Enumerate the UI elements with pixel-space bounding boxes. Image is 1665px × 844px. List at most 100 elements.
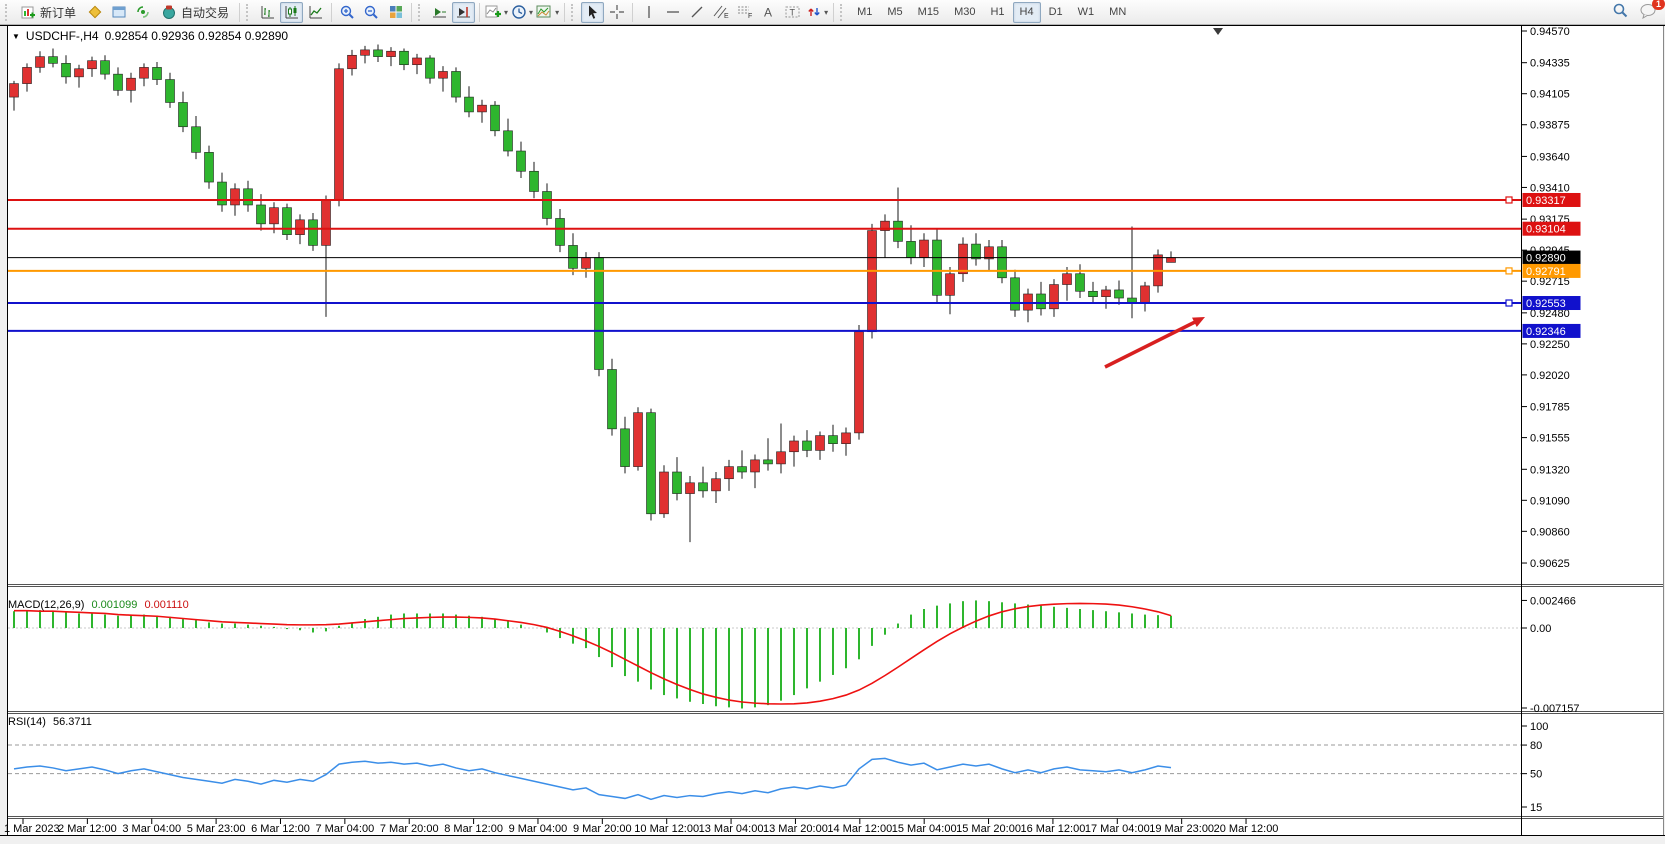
svg-text:E: E	[724, 13, 729, 20]
bar-chart-icon	[261, 6, 274, 19]
svg-text:13 Mar 20:00: 13 Mar 20:00	[763, 823, 828, 835]
chart-menu-icon[interactable]: ▼	[12, 31, 20, 41]
svg-text:100: 100	[1530, 721, 1548, 733]
toolbar-grip	[840, 3, 846, 21]
svg-text:F: F	[748, 13, 752, 20]
svg-text:0.92553: 0.92553	[1526, 298, 1566, 310]
arrows-tool-button[interactable]: ▾	[805, 2, 829, 23]
svg-text:0.92715: 0.92715	[1530, 276, 1570, 288]
rsi-name: RSI(14)	[8, 716, 46, 728]
timeframe-mn-button[interactable]: MN	[1109, 6, 1127, 18]
timeframe-d1-button[interactable]: D1	[1048, 6, 1063, 18]
toolbar-grip	[571, 3, 577, 21]
chart-symbol-period: USDCHF-,H4	[25, 29, 99, 43]
horizontal-line-button[interactable]	[661, 2, 684, 23]
new-order-button[interactable]: 新订单	[15, 2, 82, 23]
timeframe-w1-button[interactable]: W1	[1077, 6, 1095, 18]
price-chart-canvas[interactable]: 0.94570 0.94335 0.94105 0.93875 0.93640 0.934…	[0, 25, 1665, 844]
chart-shift-icon	[457, 7, 471, 18]
metaeditor-button[interactable]	[83, 2, 106, 23]
svg-text:8 Mar 12:00: 8 Mar 12:00	[444, 823, 503, 835]
metaeditor-diamond-icon	[88, 5, 101, 19]
toolbar-separator	[632, 2, 634, 22]
timeframe-m5-button[interactable]: M5	[887, 6, 903, 18]
chart-window[interactable]: 0.94570 0.94335 0.94105 0.93875 0.93640 0.934…	[0, 25, 1665, 844]
svg-text:0.93410: 0.93410	[1530, 182, 1570, 194]
rsi-value: 56.3711	[52, 716, 92, 728]
timeframe-m15-button[interactable]: M15	[917, 6, 940, 18]
vertical-line-button[interactable]	[637, 2, 660, 23]
terminal-button[interactable]	[107, 2, 130, 23]
line-chart-button[interactable]	[304, 2, 327, 23]
svg-text:0.002466: 0.002466	[1530, 595, 1576, 607]
svg-text:9 Mar 04:00: 9 Mar 04:00	[509, 823, 568, 835]
svg-text:14 Mar 12:00: 14 Mar 12:00	[827, 823, 892, 835]
macd-histogram-value: 0.001099	[91, 599, 138, 611]
timeframe-h1-button[interactable]: H1	[990, 6, 1005, 18]
svg-text:0.94105: 0.94105	[1530, 89, 1570, 101]
new-order-icon	[21, 6, 35, 18]
svg-text:0.91555: 0.91555	[1530, 433, 1570, 445]
svg-text:0.91785: 0.91785	[1530, 402, 1570, 414]
svg-text:0.93640: 0.93640	[1530, 151, 1570, 163]
svg-text:0.90625: 0.90625	[1530, 558, 1570, 570]
zoom-in-icon	[340, 5, 354, 19]
svg-text:2 Mar 12:00: 2 Mar 12:00	[58, 823, 117, 835]
notifications-button[interactable]: 1	[1639, 0, 1665, 22]
svg-text:0.92890: 0.92890	[1526, 253, 1566, 265]
templates-button[interactable]: ▾	[535, 2, 560, 23]
new-order-label: 新订单	[40, 5, 77, 20]
clock-icon	[512, 5, 526, 19]
text-icon: A	[764, 6, 772, 20]
toolbar-separator	[479, 2, 481, 22]
text-button[interactable]: A	[757, 2, 780, 23]
chart-title: ▼ USDCHF-,H4 0.92854 0.92936 0.92854 0.9…	[12, 29, 288, 43]
chat-bubble-icon	[1640, 3, 1656, 19]
toolbar-separator	[833, 2, 835, 22]
bar-chart-button[interactable]	[256, 2, 279, 23]
autotrading-label: 自动交易	[181, 5, 230, 20]
signals-button[interactable]	[131, 2, 154, 23]
svg-text:3 Mar 04:00: 3 Mar 04:00	[122, 823, 181, 835]
equidistant-channel-button[interactable]: E	[709, 2, 732, 23]
dropdown-caret-icon: ▾	[824, 7, 829, 17]
svg-text:1 Mar 2023: 1 Mar 2023	[4, 823, 60, 835]
terminal-window-icon	[112, 6, 126, 18]
auto-scroll-button[interactable]	[428, 2, 451, 23]
search-button[interactable]	[1612, 2, 1629, 22]
text-label-button[interactable]: T	[781, 2, 804, 23]
svg-text:50: 50	[1530, 769, 1542, 781]
timeframe-m30-button[interactable]: M30	[954, 6, 976, 18]
macd-signal-value: 0.001110	[144, 599, 189, 611]
fibonacci-button[interactable]: F	[733, 2, 756, 23]
zoom-out-button[interactable]	[360, 2, 383, 23]
crosshair-button[interactable]	[605, 2, 628, 23]
svg-text:15 Mar 04:00: 15 Mar 04:00	[892, 823, 957, 835]
chart-shift-button[interactable]	[452, 1, 476, 23]
svg-text:0.00: 0.00	[1530, 623, 1551, 635]
timeframe-h4-button[interactable]: H4	[1012, 1, 1041, 23]
candlestick-chart-button[interactable]	[280, 1, 304, 23]
dropdown-caret-icon: ▾	[529, 7, 534, 17]
svg-text:0.93104: 0.93104	[1526, 224, 1566, 236]
trendline-icon	[691, 6, 703, 18]
svg-text:0.94335: 0.94335	[1530, 58, 1570, 70]
arrows-tool-icon	[808, 8, 820, 16]
main-toolbar: 新订单 自动交易 ▾	[0, 0, 1665, 25]
zoom-in-button[interactable]	[336, 2, 359, 23]
cursor-button[interactable]	[581, 1, 605, 23]
timeframe-m1-button[interactable]: M1	[857, 6, 873, 18]
autotrading-button[interactable]: 自动交易	[155, 2, 235, 23]
periods-button[interactable]: ▾	[510, 2, 534, 23]
indicators-button[interactable]: ▾	[484, 2, 509, 23]
macd-indicator-label: MACD(12,26,9) 0.001099 0.001110	[8, 599, 193, 611]
svg-text:0.91090: 0.91090	[1530, 495, 1570, 507]
autotrading-icon	[163, 5, 176, 19]
svg-text:20 Mar 12:00: 20 Mar 12:00	[1214, 823, 1279, 835]
add-indicator-icon	[485, 5, 502, 18]
tile-windows-button[interactable]	[384, 2, 407, 23]
trendline-button[interactable]	[685, 2, 708, 23]
svg-text:15 Mar 20:00: 15 Mar 20:00	[956, 823, 1021, 835]
notification-badge: 1	[1651, 0, 1665, 10]
dropdown-caret-icon: ▾	[504, 7, 509, 17]
